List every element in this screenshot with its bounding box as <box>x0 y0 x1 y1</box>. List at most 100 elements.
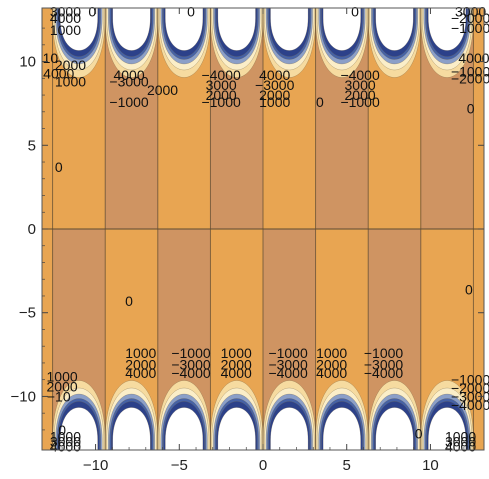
contour-label: −2000 <box>451 10 489 26</box>
contour-label: 4000 <box>458 50 489 66</box>
y-tick-label: −5 <box>19 305 36 322</box>
contour-label: 3000 <box>50 434 81 450</box>
contour-label: 3000 <box>345 77 376 93</box>
contour-label: 1000 <box>445 429 476 445</box>
upper-pole-lobe <box>322 7 361 51</box>
contour-label: 1000 <box>50 429 81 445</box>
x-tick-label: −10 <box>83 457 108 474</box>
contour-label: 4000 <box>113 67 144 83</box>
contour-label: −4000 <box>451 397 489 413</box>
contour-label: 0 <box>55 159 63 175</box>
upper-pole-lobe <box>59 7 98 51</box>
contour-label: −1000 <box>201 94 241 110</box>
contour-label: −3000 <box>171 357 211 373</box>
contour-label: 0 <box>465 281 473 297</box>
contour-label: −1000 <box>340 94 380 110</box>
contour-label: 4000 <box>50 10 81 26</box>
pole-lobes <box>52 7 474 451</box>
contour-label: 4000 <box>259 67 290 83</box>
contour-label: −3000 <box>255 77 295 93</box>
contour-label: −3000 <box>268 357 308 373</box>
contour-label: −1000 <box>109 94 149 110</box>
contour-label: 3000 <box>445 434 476 450</box>
contour-label: −4000 <box>268 365 308 381</box>
y-tick-label: 0 <box>28 221 36 238</box>
upper-pole-lobe <box>428 7 467 51</box>
contour-label: −3000 <box>109 74 149 90</box>
contour-label: −4000 <box>201 67 241 83</box>
upper-pole-lobe <box>165 7 204 51</box>
upper-pole-lobe <box>112 7 151 51</box>
contour-label: −2000 <box>451 70 489 86</box>
contour-label: 0 <box>351 3 359 19</box>
x-tick-label: 5 <box>343 457 351 474</box>
contour-label: −3000 <box>364 357 404 373</box>
contour-label: 2000 <box>55 57 86 73</box>
contour-label: 2000 <box>147 82 178 98</box>
contour-label: 1000 <box>316 345 347 361</box>
x-tick-label: 0 <box>259 457 267 474</box>
contour-label: 10 <box>43 50 59 66</box>
contour-label: −1000 <box>268 345 308 361</box>
contour-label: 2000 <box>206 87 237 103</box>
contour-label: 0 <box>125 293 133 309</box>
contour-label: 1000 <box>221 345 252 361</box>
x-tick-label: 10 <box>422 457 439 474</box>
x-tick-label: −5 <box>171 457 188 474</box>
contour-label: −1000 <box>451 372 489 388</box>
contour-label: 2000 <box>47 378 78 394</box>
upper-pole-lobe <box>375 7 414 51</box>
contour-label: 3000 <box>50 3 81 19</box>
contour-label: −4000 <box>364 365 404 381</box>
contour-label: −1000 <box>451 64 489 80</box>
y-tick-label: 10 <box>19 54 36 71</box>
axes: −10 −5 0 5 10 10 5 0 −5 −10 <box>11 8 484 474</box>
contour-label: 0 <box>58 422 66 438</box>
contour-label: 2000 <box>221 357 252 373</box>
lower-pole-lobe <box>375 407 414 451</box>
lower-pole-lobe <box>322 407 361 451</box>
contour-label: 1000 <box>47 368 78 384</box>
contour-label: 1000 <box>125 345 156 361</box>
contour-label: −4000 <box>340 67 380 83</box>
contour-label: 0 <box>187 3 195 19</box>
contour-label: 0 <box>88 3 96 19</box>
y-tick-label: −10 <box>11 388 36 405</box>
lower-pole-lobe <box>59 407 98 451</box>
contour-label: 2000 <box>345 87 376 103</box>
contour-label: −4000 <box>171 365 211 381</box>
lower-pole-lobe <box>270 407 309 451</box>
contour-label: 1000 <box>50 22 81 38</box>
upper-pole-lobe <box>270 7 309 51</box>
contour-label: 1000 <box>259 94 290 110</box>
contour-labels: 0 0 0300040001000102000100004000−30002000−… <box>43 3 489 454</box>
y-tick-label: 5 <box>28 137 36 154</box>
contour-label: −1000 <box>364 345 404 361</box>
upper-pole-lobe <box>217 7 256 51</box>
contour-label: 1000 <box>55 74 86 90</box>
contour-label: −1000 <box>451 20 489 36</box>
contour-label: −2000 <box>451 380 489 396</box>
lower-pole-lobe <box>112 407 151 451</box>
contour-label: 0 <box>467 100 475 116</box>
lower-pole-lobe <box>428 407 467 451</box>
contour-label: 4000 <box>445 439 476 455</box>
contour-label: 0 <box>316 94 324 110</box>
contour-label: 4000 <box>50 439 81 455</box>
contour-label: 0 <box>415 425 423 441</box>
contour-label: 2000 <box>125 357 156 373</box>
contour-label: 4000 <box>221 365 252 381</box>
contour-label: 3000 <box>455 3 486 19</box>
contour-label: 3000 <box>206 77 237 93</box>
lower-pole-lobe <box>165 407 204 451</box>
lower-pole-lobe <box>217 407 256 451</box>
contour-label: −1000 <box>171 345 211 361</box>
contour-label: 4000 <box>43 65 74 81</box>
contour-label: 2000 <box>259 87 290 103</box>
contour-label: 4000 <box>125 365 156 381</box>
contour-label: 4000 <box>316 365 347 381</box>
contour-label: 2000 <box>316 357 347 373</box>
contour-label: −10 <box>47 388 71 404</box>
contour-label: −3000 <box>451 388 489 404</box>
